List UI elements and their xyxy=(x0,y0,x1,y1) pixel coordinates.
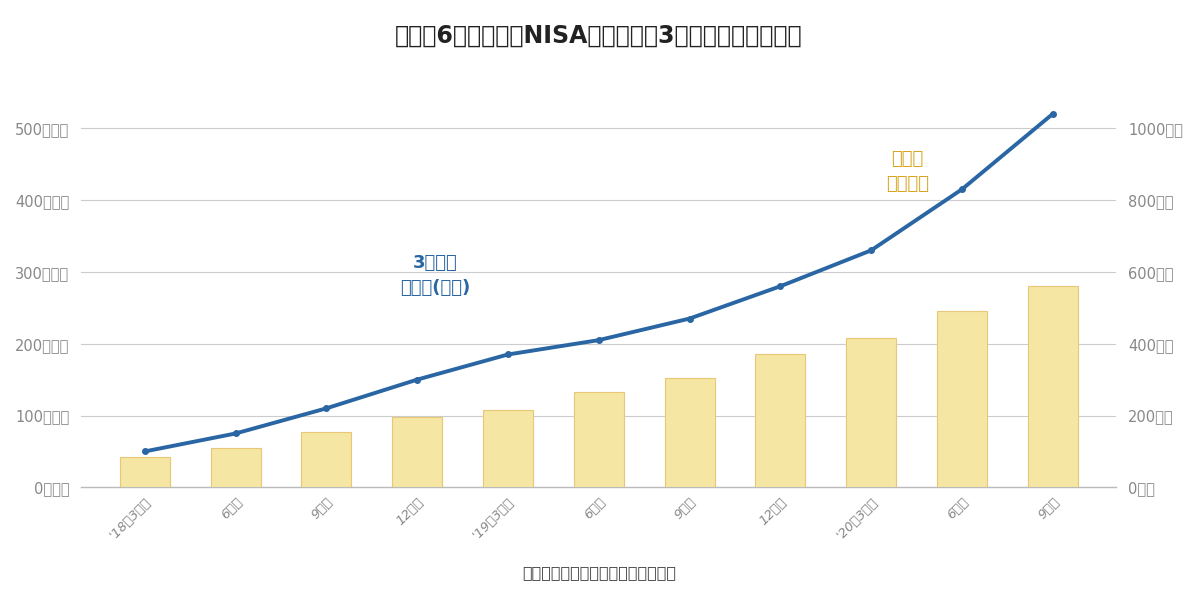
Text: 【図表6】つみたてNISAの口座数と3カ月の買付額の推移: 【図表6】つみたてNISAの口座数と3カ月の買付額の推移 xyxy=(395,24,803,48)
Bar xyxy=(665,378,714,487)
Text: （資料）金融庁公表資料より作成。: （資料）金融庁公表資料より作成。 xyxy=(522,565,676,580)
Text: 口座数
（左軸）: 口座数 （左軸） xyxy=(887,150,928,193)
Text: 3カ月の
買付額(右軸): 3カ月の 買付額(右軸) xyxy=(400,254,471,297)
Bar xyxy=(574,392,624,487)
Bar xyxy=(302,432,351,487)
Bar xyxy=(120,457,170,487)
Bar xyxy=(756,355,805,487)
Bar xyxy=(211,448,260,487)
Bar xyxy=(1028,287,1078,487)
Bar xyxy=(392,417,442,487)
Bar xyxy=(937,311,987,487)
Bar xyxy=(483,410,533,487)
Bar xyxy=(846,338,896,487)
